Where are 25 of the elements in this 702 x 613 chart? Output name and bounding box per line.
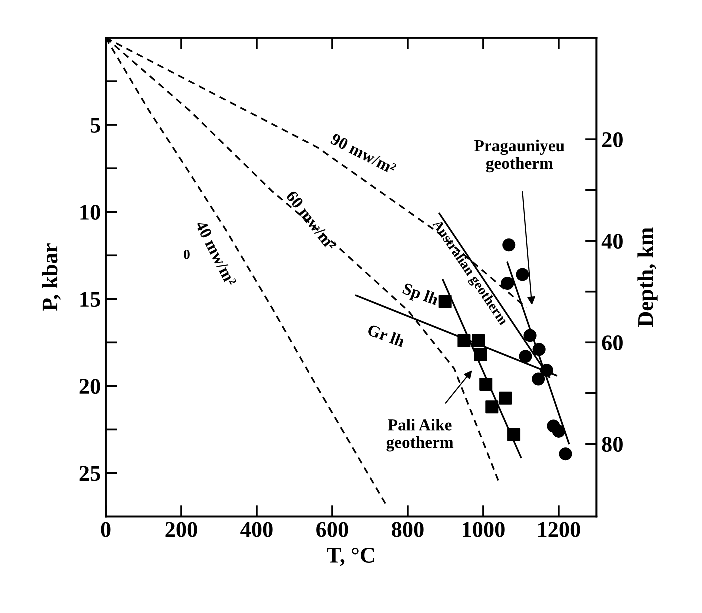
- y-axis-title: P, kbar: [42, 244, 61, 312]
- y-tick-label: 5: [90, 118, 100, 133]
- annotation: Gr lh: [367, 324, 406, 348]
- x-tick-label: 800: [392, 522, 424, 538]
- y2-tick-label: 80: [602, 437, 623, 452]
- annotation: Pragauniyeu geotherm: [474, 140, 565, 173]
- x-tick-label: 0: [101, 522, 111, 538]
- x-tick-label: 400: [240, 522, 273, 538]
- x-tick-label: 600: [316, 522, 348, 538]
- y-tick-label: 15: [80, 292, 100, 308]
- y-tick-label: 10: [80, 205, 100, 220]
- x-axis-title: T, °C: [327, 548, 374, 566]
- x-tick-label: 200: [166, 522, 198, 538]
- y2-tick-label: 20: [602, 132, 623, 148]
- annotation: Pali Aike geotherm: [386, 419, 454, 452]
- x-tick-label: 1000: [463, 522, 505, 538]
- annotation: Sp lh: [401, 282, 440, 309]
- y-tick-label: 20: [80, 379, 100, 394]
- x-tick-label: 1200: [538, 522, 580, 538]
- y2-tick-label: 40: [602, 234, 623, 250]
- annotation: 0: [184, 250, 190, 260]
- annotation: 90 mw/m²: [330, 133, 398, 175]
- y-tick-label: 25: [80, 466, 100, 482]
- y2-axis-title: Depth, km: [638, 228, 658, 327]
- y2-tick-label: 60: [602, 336, 623, 351]
